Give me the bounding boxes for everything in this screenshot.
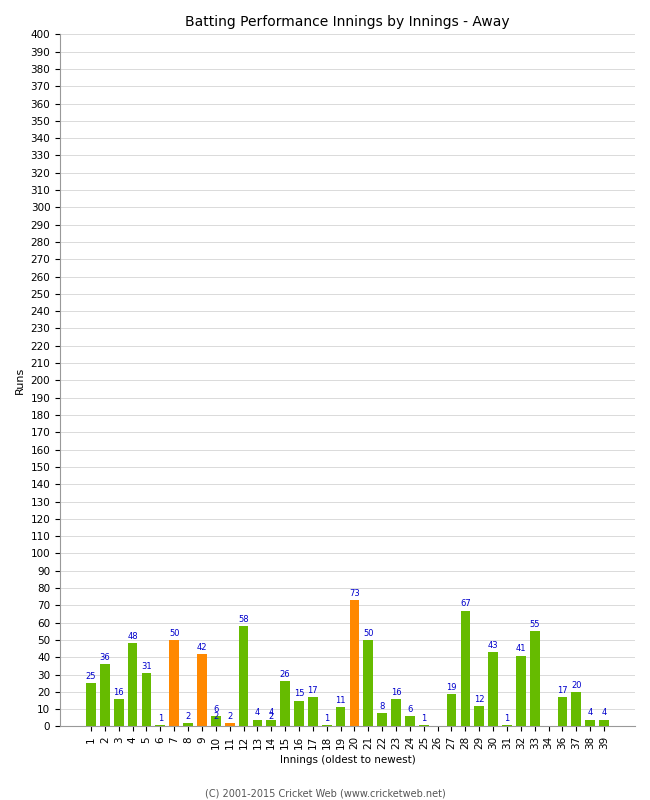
Bar (460, 610, 470, 726)
Bar (170, 640, 179, 726)
Text: 8: 8 (380, 702, 385, 710)
Bar (558, 697, 567, 726)
Text: 26: 26 (280, 670, 291, 679)
Bar (86, 683, 96, 726)
Bar (142, 673, 151, 726)
Bar (100, 664, 110, 726)
Bar (488, 652, 498, 726)
X-axis label: Innings (oldest to newest): Innings (oldest to newest) (280, 755, 415, 765)
Bar (377, 713, 387, 726)
Text: 1: 1 (421, 714, 426, 722)
Text: 12: 12 (474, 694, 484, 704)
Text: 16: 16 (391, 688, 401, 697)
Text: 4: 4 (268, 709, 274, 718)
Text: 55: 55 (530, 620, 540, 630)
Bar (197, 654, 207, 726)
Bar (183, 723, 193, 726)
Bar (419, 725, 428, 726)
Text: 58: 58 (238, 615, 249, 624)
Bar (447, 694, 456, 726)
Bar (308, 697, 318, 726)
Text: 11: 11 (335, 696, 346, 706)
Bar (571, 692, 581, 726)
Text: 4: 4 (255, 709, 260, 718)
Text: 50: 50 (363, 629, 374, 638)
Text: 16: 16 (114, 688, 124, 697)
Text: 2: 2 (213, 712, 218, 721)
Text: 42: 42 (197, 642, 207, 652)
Text: 4: 4 (588, 709, 593, 718)
Text: 1: 1 (158, 714, 163, 722)
Text: 1: 1 (504, 714, 510, 722)
Text: 25: 25 (86, 672, 96, 681)
Bar (155, 725, 165, 726)
Text: 67: 67 (460, 599, 471, 609)
Bar (280, 682, 290, 726)
Text: (C) 2001-2015 Cricket Web (www.cricketweb.net): (C) 2001-2015 Cricket Web (www.cricketwe… (205, 788, 445, 798)
Bar (516, 655, 526, 726)
Bar (211, 716, 220, 726)
Bar (585, 719, 595, 726)
Text: 2: 2 (268, 712, 274, 721)
Text: 73: 73 (349, 589, 360, 598)
Text: 43: 43 (488, 641, 499, 650)
Bar (294, 701, 304, 726)
Text: 48: 48 (127, 632, 138, 642)
Text: 2: 2 (185, 712, 190, 721)
Text: 41: 41 (515, 645, 526, 654)
Bar (266, 723, 276, 726)
Text: 6: 6 (213, 705, 218, 714)
Bar (336, 707, 345, 726)
Bar (114, 698, 124, 726)
Bar (474, 706, 484, 726)
Bar (599, 719, 609, 726)
Text: 50: 50 (169, 629, 179, 638)
Bar (391, 698, 401, 726)
Bar (211, 723, 220, 726)
Bar (530, 631, 540, 726)
Title: Batting Performance Innings by Innings - Away: Batting Performance Innings by Innings -… (185, 15, 510, 29)
Text: 17: 17 (557, 686, 567, 695)
Bar (350, 600, 359, 726)
Text: 17: 17 (307, 686, 318, 695)
Text: 20: 20 (571, 681, 582, 690)
Text: 36: 36 (99, 653, 111, 662)
Text: 4: 4 (601, 709, 606, 718)
Bar (239, 626, 248, 726)
Text: 19: 19 (447, 682, 457, 691)
Text: 2: 2 (227, 712, 232, 721)
Bar (363, 640, 373, 726)
Bar (502, 725, 512, 726)
Bar (253, 719, 262, 726)
Bar (322, 725, 332, 726)
Bar (225, 723, 235, 726)
Text: 15: 15 (294, 690, 304, 698)
Y-axis label: Runs: Runs (15, 366, 25, 394)
Bar (405, 716, 415, 726)
Text: 1: 1 (324, 714, 330, 722)
Text: 31: 31 (141, 662, 152, 670)
Text: 6: 6 (407, 705, 413, 714)
Bar (266, 719, 276, 726)
Bar (128, 643, 137, 726)
